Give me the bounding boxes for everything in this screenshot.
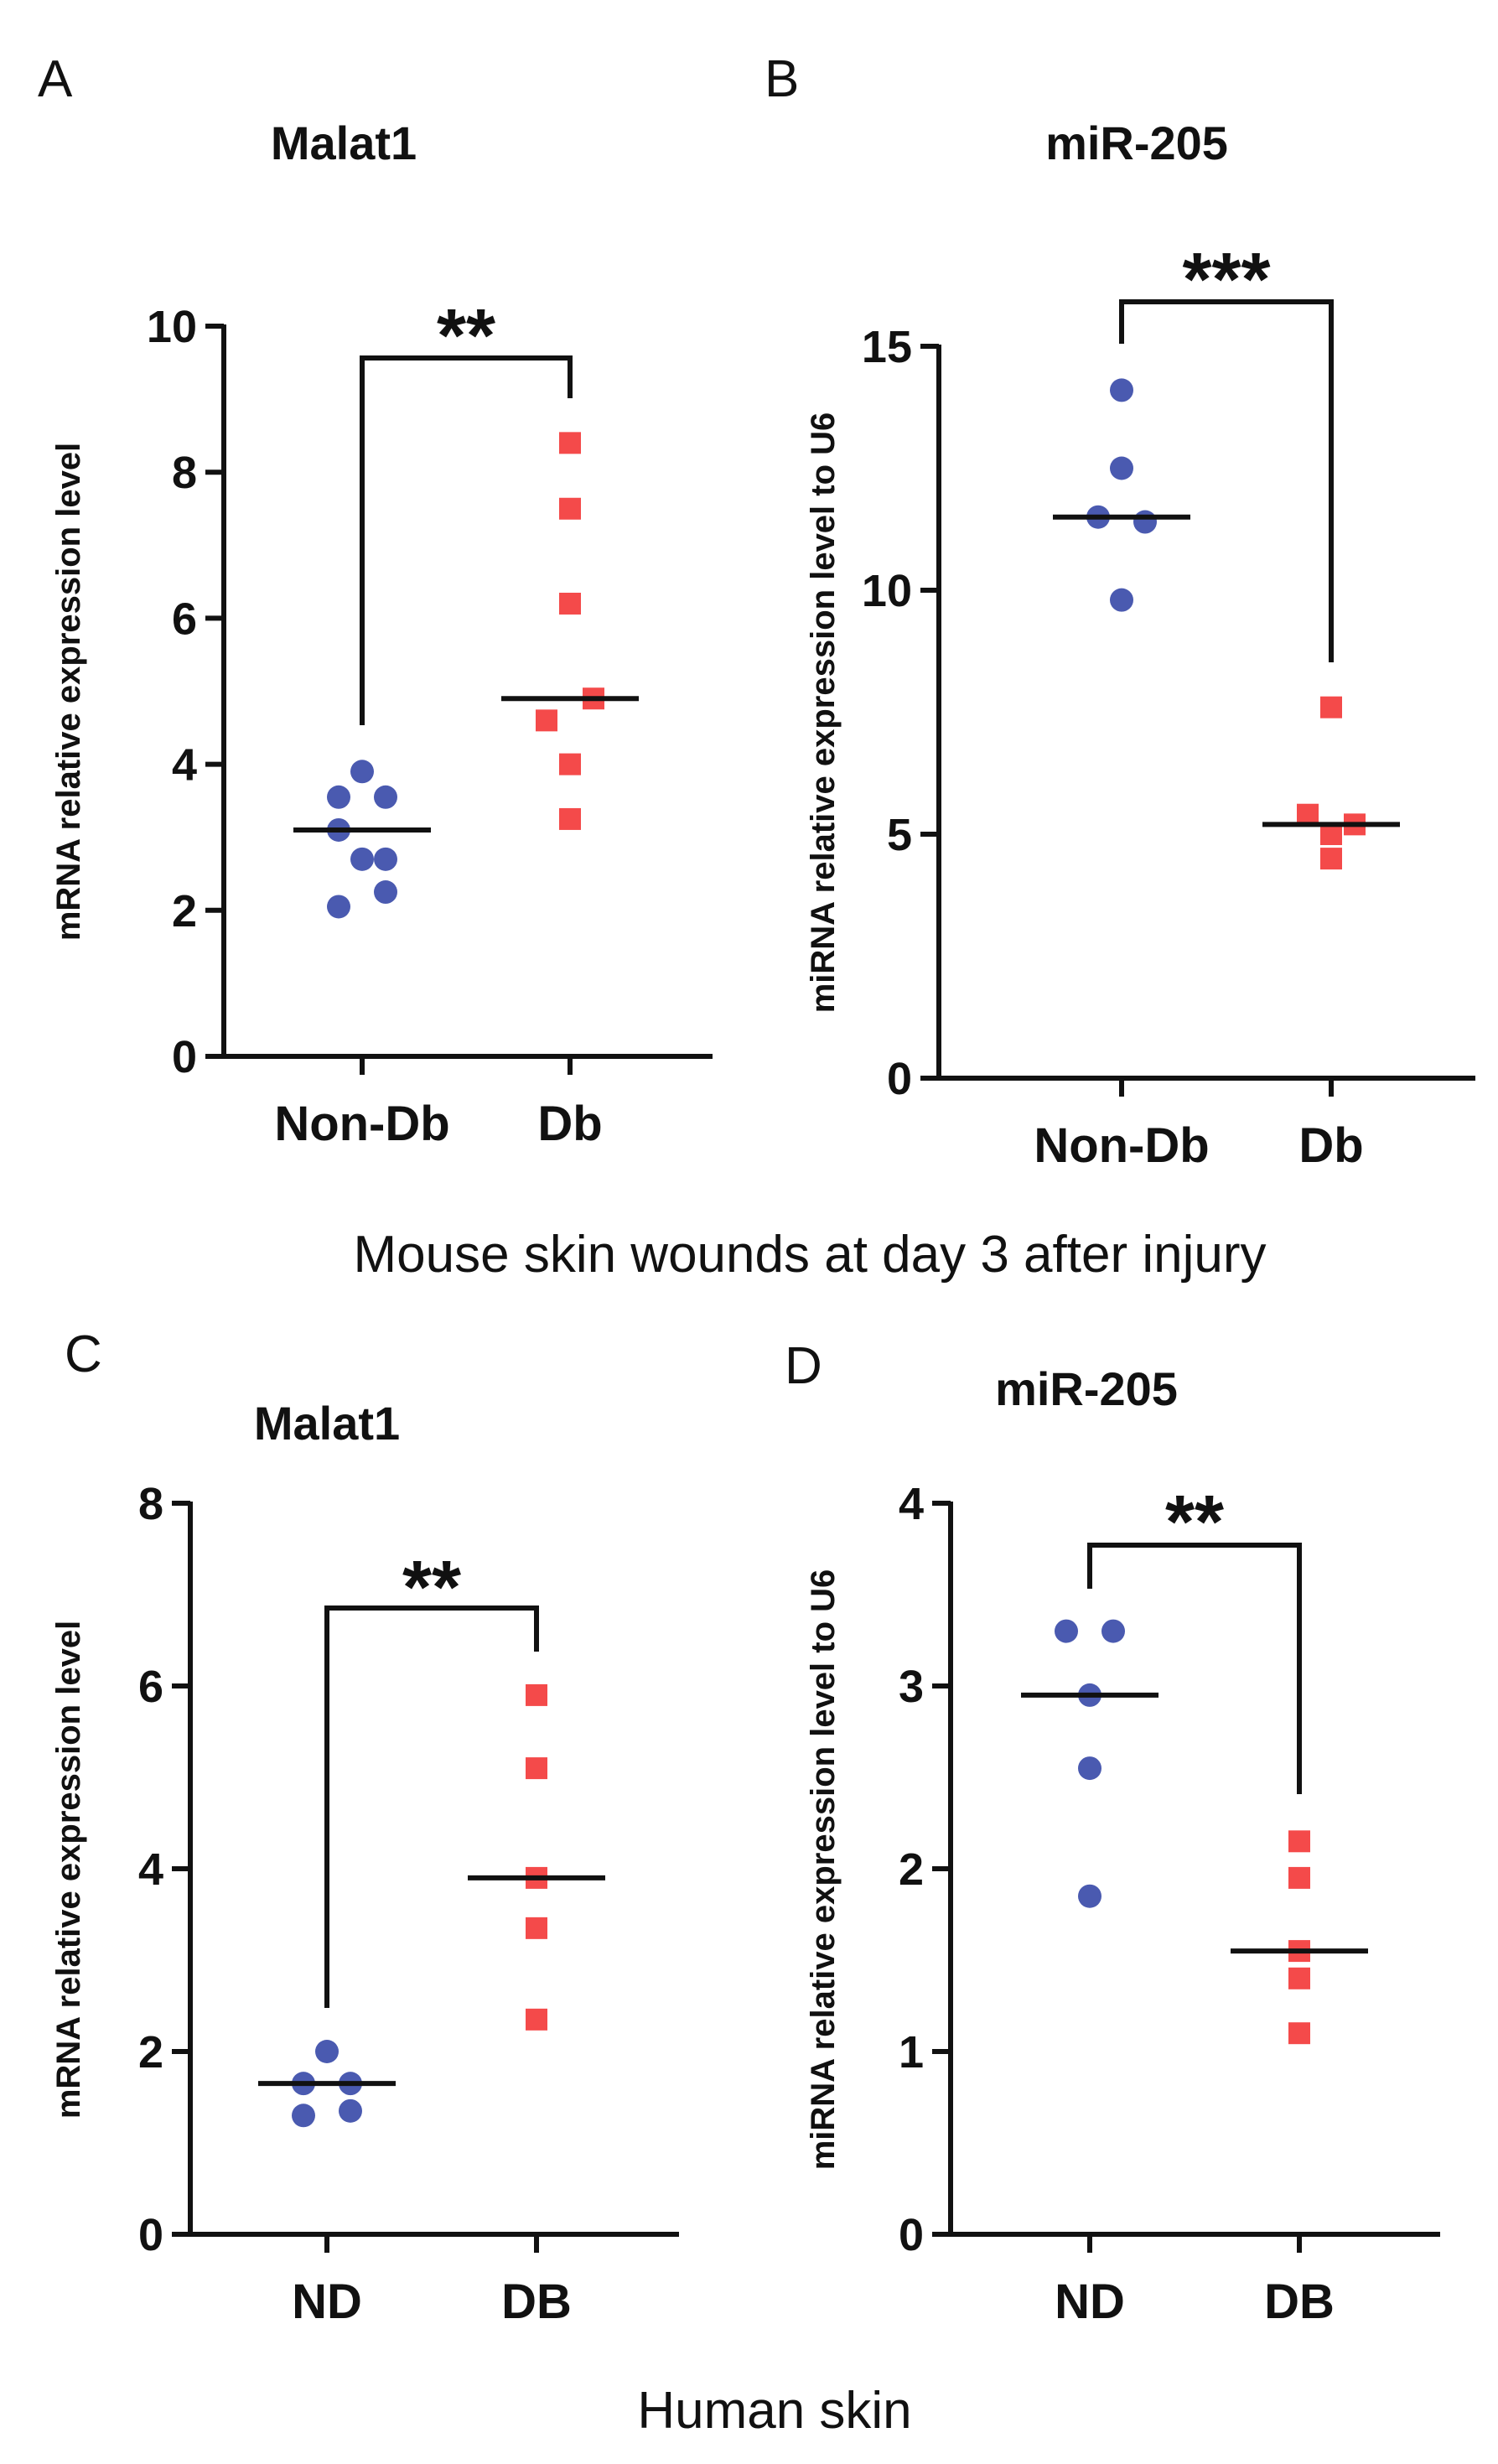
data-point (374, 847, 397, 871)
data-point (1055, 1619, 1078, 1643)
data-point (327, 785, 350, 809)
panel-letter: B (765, 50, 799, 108)
y-tick-label: 1 (899, 2027, 924, 2078)
x-tick-label: DB (501, 2275, 572, 2329)
y-tick-label: 6 (172, 594, 197, 644)
y-tick-label: 15 (862, 322, 912, 372)
x-tick-label: DB (1264, 2275, 1335, 2329)
panel-c: C Malat1 0 2 4 6 8 ND DB mRNA relative expression… (50, 1325, 679, 2329)
x-tick-label: ND (1055, 2275, 1125, 2329)
x-tick-label: Non-Db (1034, 1118, 1209, 1173)
y-tick-label: 10 (862, 566, 912, 616)
data-point (1288, 1866, 1310, 1889)
data-point (1288, 2022, 1310, 2045)
data-point (559, 497, 581, 520)
significance-label: ** (1165, 1481, 1224, 1564)
significance-label: *** (1182, 238, 1270, 322)
panel-letter: C (65, 1325, 102, 1383)
data-point (536, 709, 557, 732)
data-point (1110, 588, 1133, 612)
y-tick-label: 2 (172, 886, 197, 936)
y-tick-label: 6 (138, 1662, 163, 1712)
data-point (559, 432, 581, 454)
data-point (315, 2040, 339, 2063)
y-axis-label: mRNA relative expression level (50, 1621, 87, 2119)
data-point (374, 880, 397, 905)
significance-bracket (324, 1605, 539, 2008)
data-point (350, 847, 374, 871)
data-point (1110, 378, 1133, 402)
y-tick-label: 8 (138, 1479, 163, 1529)
y-tick-label: 0 (887, 1054, 912, 1104)
x-tick-label: Db (537, 1097, 602, 1151)
significance-bracket (1087, 1543, 1302, 1794)
y-tick-label: 5 (887, 810, 912, 860)
y-tick-label: 10 (147, 302, 197, 352)
data-point (526, 1683, 547, 1706)
data-point (374, 785, 397, 809)
panel-letter: D (785, 1337, 822, 1395)
data-point (526, 2008, 547, 2031)
y-tick-label: 8 (172, 448, 197, 498)
y-tick-label: 4 (138, 1844, 163, 1895)
significance-bracket (360, 355, 573, 725)
x-tick-label: Non-Db (274, 1097, 449, 1151)
panel-title: Malat1 (254, 1397, 400, 1450)
significance-label: ** (437, 294, 495, 378)
y-tick-label: 3 (899, 1662, 924, 1712)
data-point (327, 895, 350, 919)
data-point (559, 592, 581, 615)
panel-title: miR-205 (1045, 117, 1228, 169)
panel-letter: A (38, 50, 73, 108)
x-tick-label: Db (1298, 1118, 1363, 1173)
y-tick-label: 2 (138, 2027, 163, 2078)
y-axis-label: mRNA relative expression level (50, 443, 87, 941)
data-point (1320, 848, 1342, 870)
data-point (526, 1757, 547, 1780)
x-tick-label: ND (292, 2275, 362, 2329)
y-tick-label: 0 (899, 2210, 924, 2260)
y-axis-label: miRNA relative expression level to U6 (805, 1569, 842, 2171)
data-point (1110, 456, 1133, 480)
y-tick-label: 0 (138, 2210, 163, 2260)
data-point (292, 2103, 315, 2128)
y-tick-label: 0 (172, 1032, 197, 1082)
data-point (1288, 1967, 1310, 1989)
panel-title: Malat1 (271, 117, 417, 169)
data-point (1320, 696, 1342, 718)
data-point (350, 760, 374, 784)
data-point (339, 2098, 362, 2123)
panel-title: miR-205 (995, 1362, 1178, 1415)
significance-bracket (1119, 299, 1334, 662)
data-point (1078, 1884, 1101, 1908)
data-point (559, 753, 581, 776)
data-point (1288, 1830, 1310, 1853)
data-point (1078, 1756, 1101, 1781)
human-caption: Human skin (637, 2382, 911, 2440)
data-point (1101, 1619, 1125, 1643)
mouse-caption: Mouse skin wounds at day 3 after injury (354, 1226, 1267, 1284)
data-point (559, 807, 581, 830)
y-tick-label: 4 (899, 1479, 924, 1529)
y-axis-label: miRNA relative expression level to U6 (805, 412, 842, 1014)
panel-a: A Malat1 0 2 4 6 8 10 Non-Db Db mRNA relative expr… (38, 50, 713, 1151)
y-tick-label: 4 (172, 740, 197, 791)
significance-label: ** (402, 1546, 461, 1630)
y-tick-label: 2 (899, 1844, 924, 1895)
data-point (1133, 510, 1157, 534)
data-point (526, 1917, 547, 1939)
